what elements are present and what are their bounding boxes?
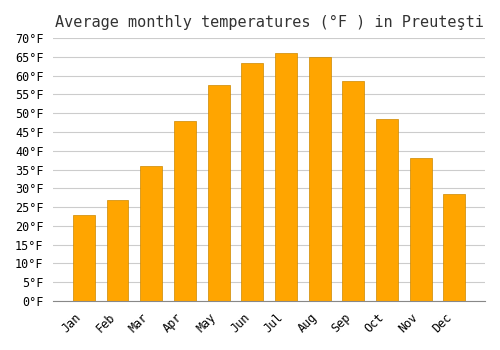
Bar [376,119,398,301]
Bar [73,215,94,301]
Title: Average monthly temperatures (°F ) in Preuteşti: Average monthly temperatures (°F ) in Pr… [54,15,484,30]
Bar [106,199,128,301]
Bar [208,85,230,301]
Bar [444,194,466,301]
Bar [275,53,297,301]
Bar [342,81,364,301]
Bar [308,57,330,301]
Bar [140,166,162,301]
Bar [242,63,263,301]
Bar [410,158,432,301]
Bar [174,121,196,301]
